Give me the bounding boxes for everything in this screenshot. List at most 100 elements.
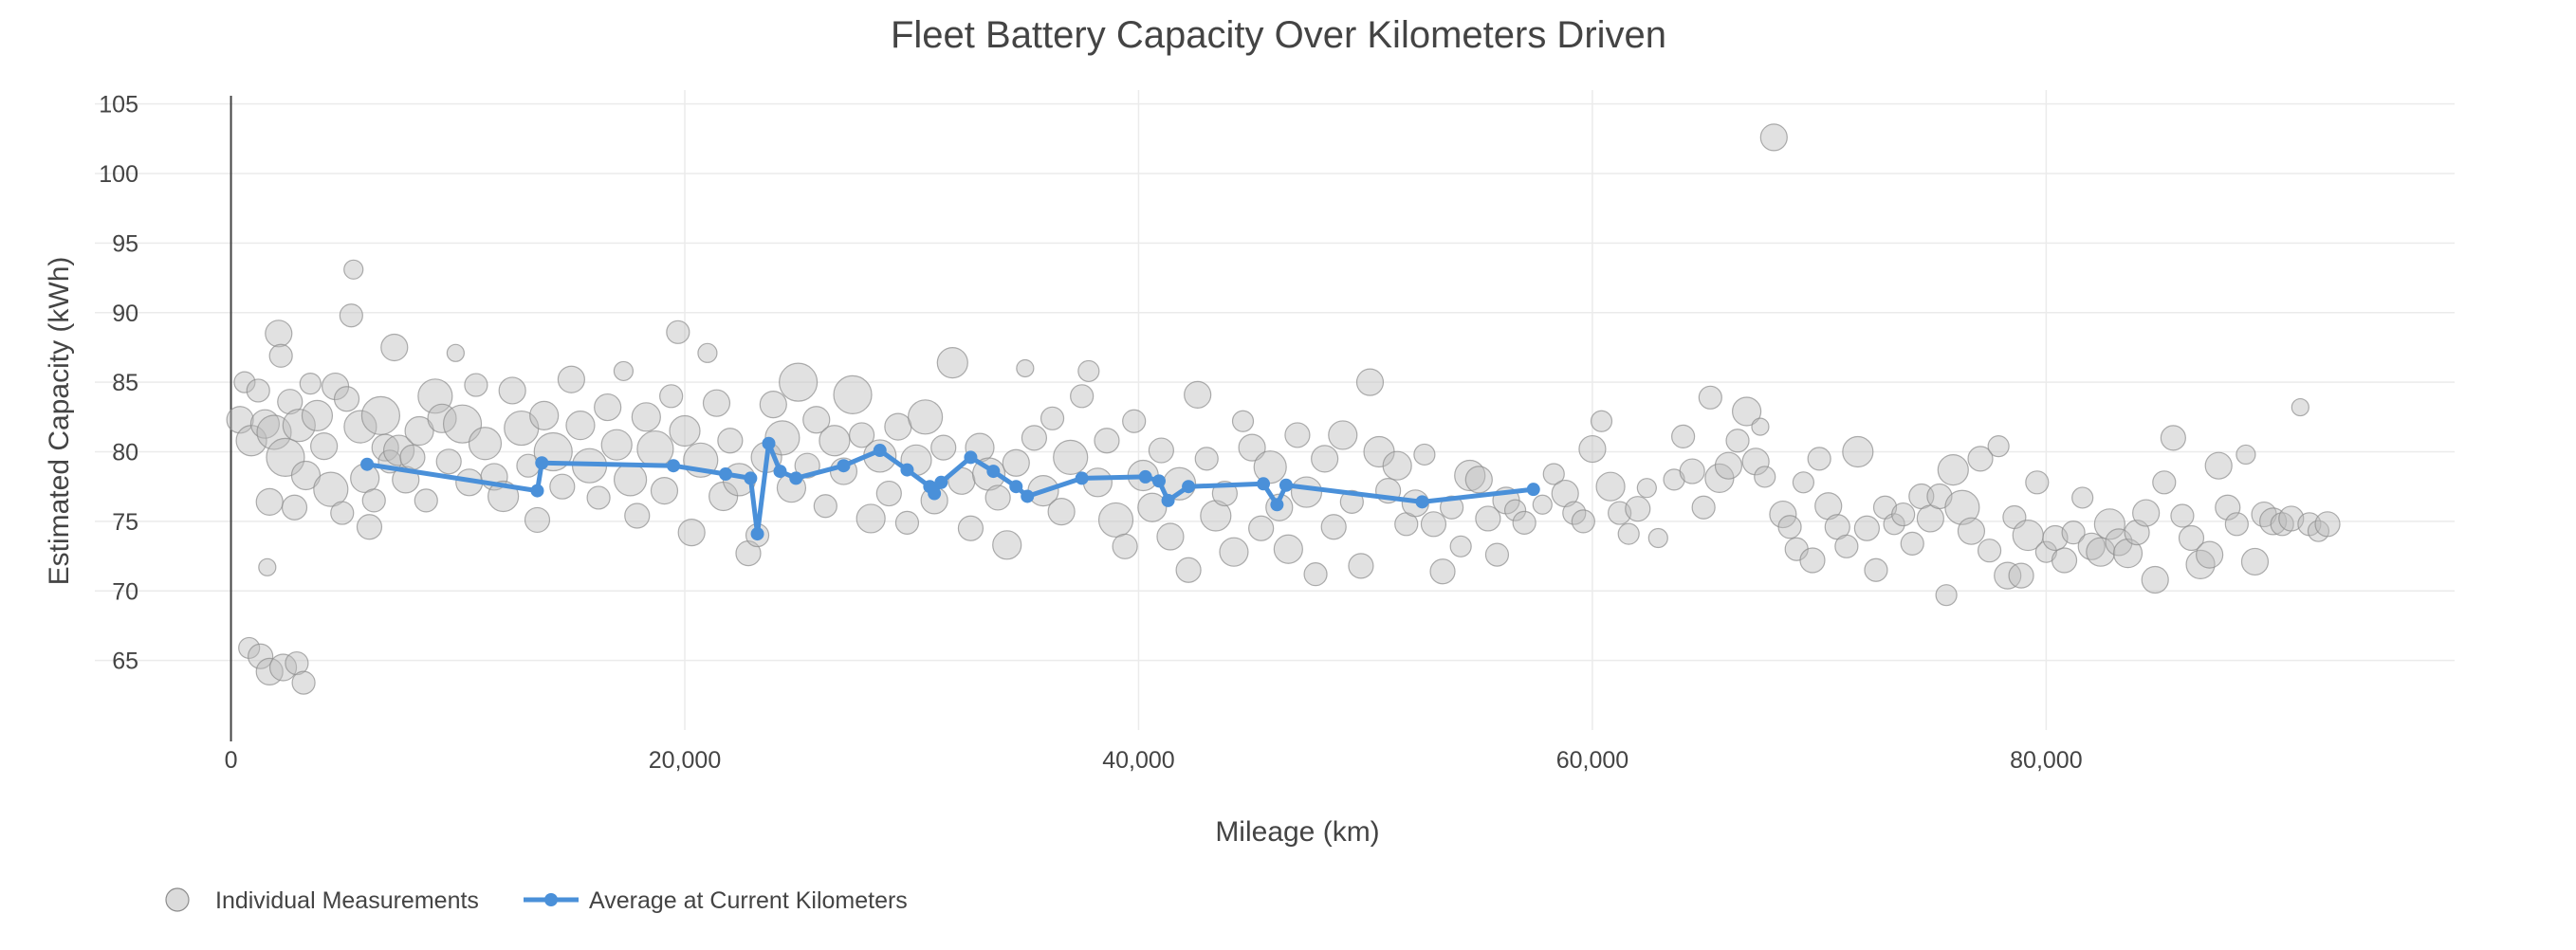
measurement-point[interactable] xyxy=(1578,434,1607,464)
measurement-point[interactable] xyxy=(2196,540,2224,569)
average-point[interactable] xyxy=(986,465,1001,479)
measurement-point[interactable] xyxy=(2132,499,2161,527)
measurement-point[interactable] xyxy=(1731,396,1762,427)
measurement-point[interactable] xyxy=(249,409,281,439)
measurement-point[interactable] xyxy=(1284,422,1311,448)
measurement-point[interactable] xyxy=(1200,500,1232,532)
measurement-point[interactable] xyxy=(1900,531,1924,556)
average-point[interactable] xyxy=(719,467,733,481)
measurement-point[interactable] xyxy=(624,502,651,529)
measurement-point[interactable] xyxy=(875,480,902,507)
measurement-point[interactable] xyxy=(1355,368,1385,396)
measurement-point[interactable] xyxy=(2093,508,2125,540)
legend-label-measurements[interactable]: Individual Measurements xyxy=(215,887,479,914)
measurement-point[interactable] xyxy=(301,399,334,431)
measurement-point[interactable] xyxy=(524,506,551,534)
measurement-point[interactable] xyxy=(2034,540,2057,563)
measurement-point[interactable] xyxy=(2042,524,2069,552)
measurement-point[interactable] xyxy=(285,650,309,676)
measurement-point[interactable] xyxy=(666,320,690,344)
measurement-point[interactable] xyxy=(1290,476,1323,508)
measurement-point[interactable] xyxy=(1944,489,1980,525)
measurement-point[interactable] xyxy=(1777,515,1802,539)
measurement-point[interactable] xyxy=(636,429,674,468)
measurement-point[interactable] xyxy=(2141,565,2169,594)
measurement-point[interactable] xyxy=(2112,539,2144,569)
measurement-point[interactable] xyxy=(1184,380,1212,409)
measurement-point[interactable] xyxy=(282,409,316,443)
measurement-point[interactable] xyxy=(2051,547,2078,574)
measurement-point[interactable] xyxy=(759,391,787,419)
measurement-point[interactable] xyxy=(343,410,377,444)
measurement-point[interactable] xyxy=(1562,501,1587,525)
measurement-point[interactable] xyxy=(291,670,316,695)
measurement-point[interactable] xyxy=(246,378,270,403)
measurement-point[interactable] xyxy=(549,473,576,500)
average-point[interactable] xyxy=(1526,483,1540,497)
measurement-point[interactable] xyxy=(1679,458,1705,484)
average-point[interactable] xyxy=(750,527,764,541)
measurement-point[interactable] xyxy=(884,412,912,441)
measurement-point[interactable] xyxy=(281,494,308,521)
average-point[interactable] xyxy=(900,463,914,477)
average-point[interactable] xyxy=(1009,480,1023,494)
measurement-point[interactable] xyxy=(1248,515,1275,541)
legend-label-average[interactable]: Average at Current Kilometers xyxy=(589,887,908,914)
measurement-point[interactable] xyxy=(1864,557,1888,582)
measurement-point[interactable] xyxy=(1156,522,1185,551)
measurement-point[interactable] xyxy=(1698,385,1722,410)
measurement-point[interactable] xyxy=(1987,435,2010,458)
measurement-point[interactable] xyxy=(1754,466,1776,488)
measurement-point[interactable] xyxy=(2270,512,2294,537)
measurement-point[interactable] xyxy=(277,389,304,415)
measurement-point[interactable] xyxy=(819,425,851,457)
measurement-point[interactable] xyxy=(779,362,819,402)
average-point[interactable] xyxy=(773,465,787,479)
average-point[interactable] xyxy=(744,471,758,485)
measurement-point[interactable] xyxy=(1595,471,1626,502)
measurement-point[interactable] xyxy=(2061,521,2086,545)
measurement-point[interactable] xyxy=(600,429,633,461)
measurement-point[interactable] xyxy=(1636,478,1657,499)
measurement-point[interactable] xyxy=(1112,533,1138,559)
measurement-point[interactable] xyxy=(1759,123,1788,152)
measurement-point[interactable] xyxy=(1454,459,1486,492)
measurement-point[interactable] xyxy=(557,365,585,393)
measurement-point[interactable] xyxy=(1420,511,1447,538)
measurement-point[interactable] xyxy=(382,434,415,466)
measurement-point[interactable] xyxy=(1382,450,1412,481)
measurement-point[interactable] xyxy=(333,386,360,412)
measurement-point[interactable] xyxy=(414,488,438,513)
average-point[interactable] xyxy=(873,444,887,458)
measurement-point[interactable] xyxy=(1047,498,1076,526)
measurement-point[interactable] xyxy=(1077,359,1100,383)
measurement-point[interactable] xyxy=(1916,504,1944,533)
measurement-point[interactable] xyxy=(1937,453,1969,486)
measurement-point[interactable] xyxy=(2314,511,2341,538)
measurement-point[interactable] xyxy=(1542,463,1565,485)
measurement-point[interactable] xyxy=(1671,424,1696,448)
measurement-point[interactable] xyxy=(1231,410,1255,432)
measurement-point[interactable] xyxy=(1273,534,1303,564)
measurement-point[interactable] xyxy=(313,471,349,507)
measurement-point[interactable] xyxy=(1137,492,1168,522)
measurement-point[interactable] xyxy=(1449,535,1472,557)
measurement-point[interactable] xyxy=(1484,542,1510,567)
average-point[interactable] xyxy=(762,436,776,450)
measurement-point[interactable] xyxy=(930,434,957,461)
average-point[interactable] xyxy=(1415,495,1429,509)
average-point[interactable] xyxy=(837,459,851,473)
measurement-point[interactable] xyxy=(1935,584,1958,607)
measurement-point[interactable] xyxy=(613,463,648,497)
measurement-point[interactable] xyxy=(238,636,261,660)
measurement-point[interactable] xyxy=(631,402,661,432)
measurement-point[interactable] xyxy=(1714,451,1743,480)
measurement-point[interactable] xyxy=(735,540,762,567)
measurement-point[interactable] xyxy=(339,303,363,328)
average-point[interactable] xyxy=(1270,498,1284,512)
average-point[interactable] xyxy=(1138,469,1152,484)
measurement-point[interactable] xyxy=(1238,433,1266,462)
measurement-point[interactable] xyxy=(2077,532,2106,560)
measurement-point[interactable] xyxy=(1834,534,1859,558)
measurement-point[interactable] xyxy=(435,448,462,475)
